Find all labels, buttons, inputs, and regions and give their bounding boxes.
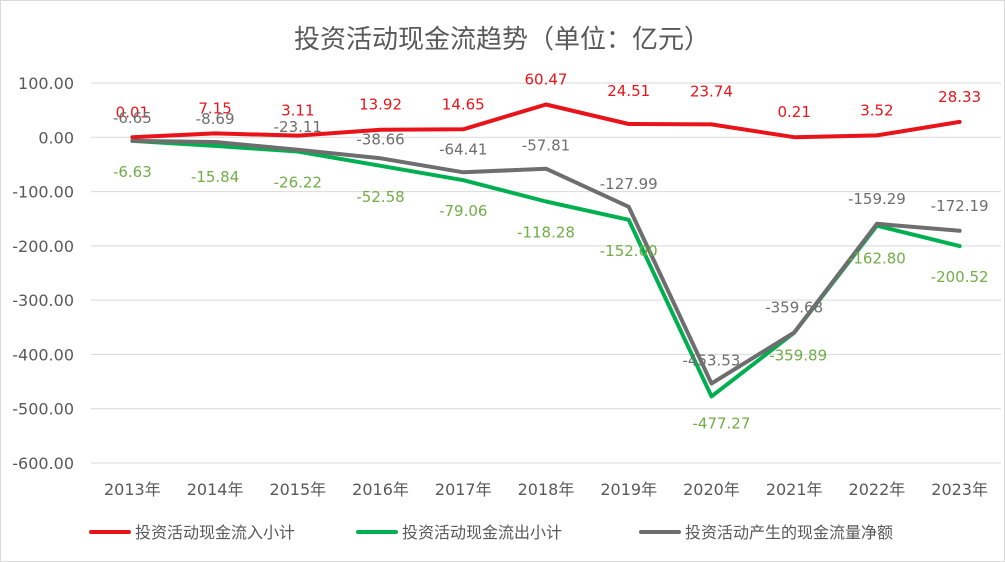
y-axis: 100.00 0.00 -100.00 -200.00 -300.00 -400.00 -5… <box>12 74 74 473</box>
series-line <box>130 138 962 399</box>
y-tick-label: 100.00 <box>18 74 74 93</box>
data-label: -172.19 <box>931 197 989 215</box>
data-label: -477.27 <box>693 414 751 432</box>
data-label: 24.51 <box>607 82 650 100</box>
data-label: -8.69 <box>196 110 235 128</box>
data-label: -200.52 <box>931 268 989 286</box>
data-label: -152.00 <box>600 242 658 260</box>
data-label: -57.81 <box>522 137 570 155</box>
data-label: -15.84 <box>191 168 239 186</box>
data-label: 14.65 <box>442 95 485 113</box>
data-labels: 0.01 7.15 3.11 13.92 14.65 60.47 24.51 23.74 0.2… <box>113 70 989 432</box>
data-label: 13.92 <box>359 96 402 114</box>
x-tick-label: 2017年 <box>435 480 492 499</box>
y-tick-label: -100.00 <box>12 183 74 202</box>
data-label: 0.21 <box>777 103 810 121</box>
data-label: -127.99 <box>600 175 658 193</box>
x-tick-label: 2019年 <box>600 480 657 499</box>
x-tick-label: 2016年 <box>352 480 409 499</box>
data-label: -6.65 <box>113 109 152 127</box>
y-tick-label: -300.00 <box>12 291 74 310</box>
data-label: 0.01 <box>116 103 149 121</box>
y-tick-label: -400.00 <box>12 345 74 364</box>
legend-label: 投资活动现金流出小计 <box>402 523 562 542</box>
data-label: -64.41 <box>439 140 487 158</box>
data-label: 3.11 <box>281 102 314 120</box>
data-label: -162.80 <box>848 250 906 268</box>
legend-label: 投资活动现金流入小计 <box>135 523 295 542</box>
y-tick-label: -500.00 <box>12 400 74 419</box>
chart-title: 投资活动现金流趋势（单位：亿元） <box>294 25 710 55</box>
data-label: -6.63 <box>113 163 152 181</box>
series-lines <box>130 102 962 399</box>
x-tick-label: 2013年 <box>104 480 161 499</box>
data-label: -23.11 <box>274 118 322 136</box>
x-tick-label: 2018年 <box>518 480 575 499</box>
data-label: -359.89 <box>769 347 827 365</box>
x-tick-label: 2022年 <box>849 480 906 499</box>
data-label: -159.29 <box>848 190 906 208</box>
series-line <box>130 138 962 386</box>
y-tick-label: -200.00 <box>12 237 74 256</box>
data-label: 7.15 <box>198 99 231 117</box>
data-label: -38.66 <box>356 130 404 148</box>
x-tick-label: 2015年 <box>269 480 326 499</box>
legend-label: 投资活动产生的现金流量净额 <box>685 523 893 542</box>
data-label: 3.52 <box>860 101 893 119</box>
data-label: -359.68 <box>765 299 823 317</box>
x-tick-label: 2023年 <box>931 480 988 499</box>
y-tick-label: -600.00 <box>12 454 74 473</box>
x-tick-label: 2014年 <box>187 480 244 499</box>
x-axis: 2013年 2014年 2015年 2016年 2017年 2018年 2019年 2020年… <box>104 480 988 499</box>
x-tick-label: 2020年 <box>683 480 740 499</box>
data-label: 60.47 <box>525 70 568 88</box>
data-label: -52.58 <box>356 188 404 206</box>
data-label: -118.28 <box>517 223 575 241</box>
series-line <box>130 102 962 140</box>
data-label: 23.74 <box>690 82 733 100</box>
gridlines <box>91 82 1001 464</box>
y-tick-label: 0.00 <box>38 128 74 147</box>
data-label: -453.53 <box>683 351 741 369</box>
data-label: -79.06 <box>439 202 487 220</box>
data-label: -26.22 <box>274 174 322 192</box>
legend: 投资活动现金流入小计 投资活动现金流出小计 投资活动产生的现金流量净额 <box>89 523 893 542</box>
data-label: 28.33 <box>938 88 981 106</box>
x-tick-label: 2021年 <box>766 480 823 499</box>
